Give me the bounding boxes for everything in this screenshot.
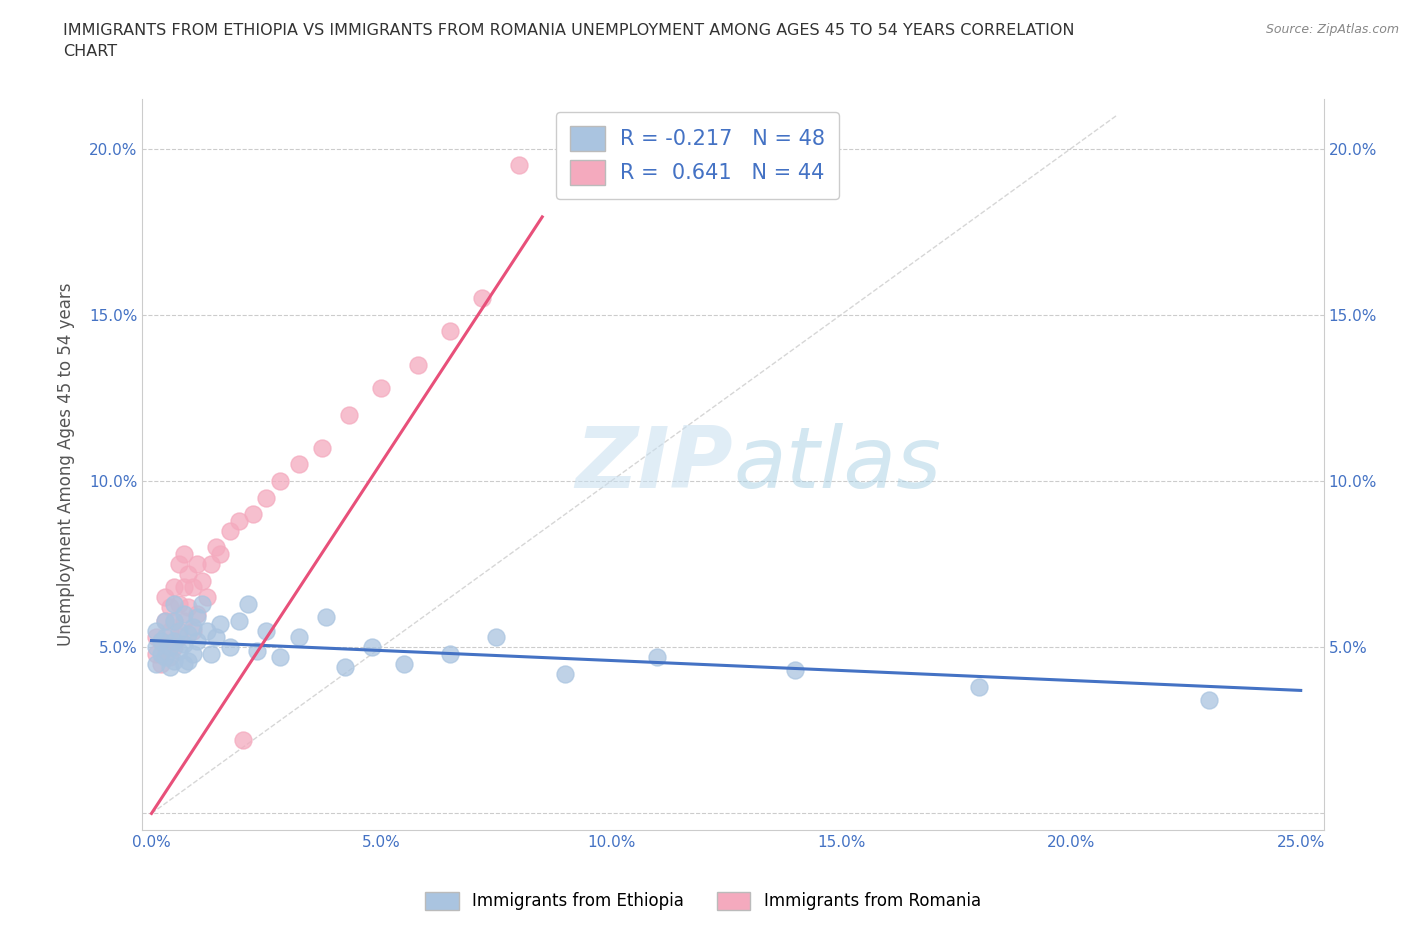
Point xyxy=(783,663,806,678)
Point xyxy=(145,640,167,655)
Point xyxy=(186,606,208,621)
Point xyxy=(406,357,429,372)
Point xyxy=(186,633,208,648)
Point xyxy=(218,640,240,655)
Point xyxy=(181,646,204,661)
Point xyxy=(159,640,181,655)
Point xyxy=(361,640,384,655)
Point xyxy=(209,547,232,562)
Point xyxy=(191,596,214,611)
Point xyxy=(145,623,167,638)
Point xyxy=(173,636,195,651)
Point xyxy=(645,650,668,665)
Point xyxy=(177,566,200,581)
Point xyxy=(228,513,250,528)
Point xyxy=(149,633,172,648)
Point xyxy=(205,630,228,644)
Point xyxy=(287,457,309,472)
Point xyxy=(246,643,269,658)
Point xyxy=(167,643,190,658)
Point xyxy=(269,473,291,488)
Point xyxy=(315,610,337,625)
Point xyxy=(254,623,277,638)
Point xyxy=(145,630,167,644)
Point xyxy=(155,640,177,655)
Point xyxy=(163,596,186,611)
Point xyxy=(163,633,186,648)
Point xyxy=(167,630,190,644)
Point xyxy=(177,600,200,615)
Point xyxy=(337,407,360,422)
Point xyxy=(439,646,461,661)
Point xyxy=(186,557,208,572)
Point xyxy=(173,547,195,562)
Text: IMMIGRANTS FROM ETHIOPIA VS IMMIGRANTS FROM ROMANIA UNEMPLOYMENT AMONG AGES 45 T: IMMIGRANTS FROM ETHIOPIA VS IMMIGRANTS F… xyxy=(63,23,1074,60)
Point xyxy=(167,557,190,572)
Point xyxy=(149,657,172,671)
Point xyxy=(967,680,990,695)
Point xyxy=(163,653,186,668)
Point xyxy=(155,613,177,628)
Point xyxy=(167,596,190,611)
Point xyxy=(159,623,181,638)
Y-axis label: Unemployment Among Ages 45 to 54 years: Unemployment Among Ages 45 to 54 years xyxy=(58,283,75,646)
Point xyxy=(1198,693,1220,708)
Point xyxy=(159,650,181,665)
Point xyxy=(173,657,195,671)
Point xyxy=(163,640,186,655)
Text: ZIP: ZIP xyxy=(575,423,733,506)
Point xyxy=(471,291,494,306)
Point xyxy=(163,613,186,628)
Point xyxy=(228,613,250,628)
Point xyxy=(155,590,177,604)
Point xyxy=(149,646,172,661)
Point xyxy=(232,733,254,748)
Point xyxy=(269,650,291,665)
Point xyxy=(181,619,204,634)
Point xyxy=(186,610,208,625)
Point xyxy=(177,627,200,642)
Point xyxy=(242,507,264,522)
Point xyxy=(149,633,172,648)
Point xyxy=(218,524,240,538)
Point xyxy=(173,580,195,595)
Point xyxy=(155,650,177,665)
Point xyxy=(200,557,222,572)
Point xyxy=(333,659,356,674)
Point xyxy=(311,440,333,455)
Point xyxy=(173,606,195,621)
Point xyxy=(554,667,576,682)
Point xyxy=(254,490,277,505)
Point xyxy=(177,653,200,668)
Point xyxy=(191,573,214,588)
Point xyxy=(236,596,259,611)
Legend: Immigrants from Ethiopia, Immigrants from Romania: Immigrants from Ethiopia, Immigrants fro… xyxy=(419,885,987,917)
Point xyxy=(145,646,167,661)
Text: atlas: atlas xyxy=(733,423,941,506)
Point xyxy=(145,657,167,671)
Point xyxy=(485,630,508,644)
Point xyxy=(173,613,195,628)
Point xyxy=(370,380,392,395)
Point xyxy=(181,580,204,595)
Point xyxy=(163,613,186,628)
Point xyxy=(167,623,190,638)
Point xyxy=(155,613,177,628)
Point xyxy=(439,324,461,339)
Point xyxy=(155,630,177,644)
Legend: R = -0.217   N = 48, R =  0.641   N = 44: R = -0.217 N = 48, R = 0.641 N = 44 xyxy=(557,113,839,199)
Point xyxy=(195,590,218,604)
Point xyxy=(195,623,218,638)
Point xyxy=(287,630,309,644)
Text: Source: ZipAtlas.com: Source: ZipAtlas.com xyxy=(1265,23,1399,36)
Point xyxy=(508,158,530,173)
Point xyxy=(200,646,222,661)
Point xyxy=(181,623,204,638)
Point xyxy=(163,580,186,595)
Point xyxy=(159,600,181,615)
Point xyxy=(394,657,416,671)
Point xyxy=(159,659,181,674)
Point xyxy=(205,540,228,555)
Point xyxy=(209,617,232,631)
